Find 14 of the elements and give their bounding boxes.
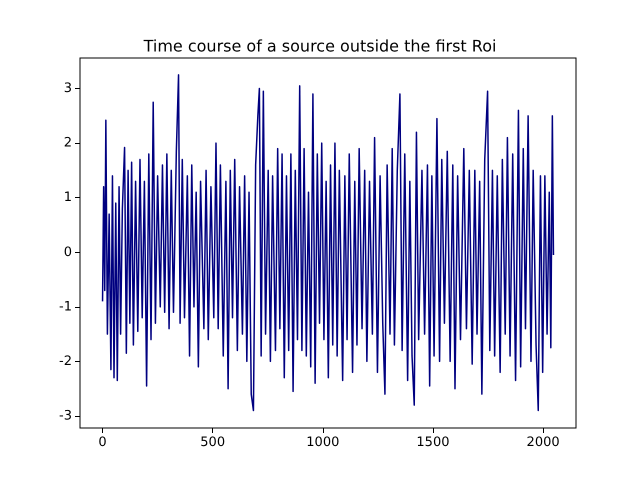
line-series	[102, 74, 554, 412]
y-tick-label: 3	[64, 81, 72, 96]
y-tick-label: -1	[59, 299, 72, 314]
y-tick-label: 2	[64, 136, 72, 151]
x-tick-label: 500	[200, 435, 226, 450]
x-tick-label: 1500	[416, 435, 450, 450]
y-tick-label: -3	[59, 408, 72, 424]
y-tick-label: 0	[64, 244, 72, 260]
y-tick-label: 1	[64, 190, 72, 206]
y-tick-label: -2	[59, 354, 72, 369]
x-tick-label: 0	[98, 435, 107, 450]
x-tick-label: 1000	[306, 435, 340, 450]
chart-title: Time course of a source outside the first Roi	[142, 36, 496, 56]
x-tick-label: 2000	[526, 435, 560, 450]
